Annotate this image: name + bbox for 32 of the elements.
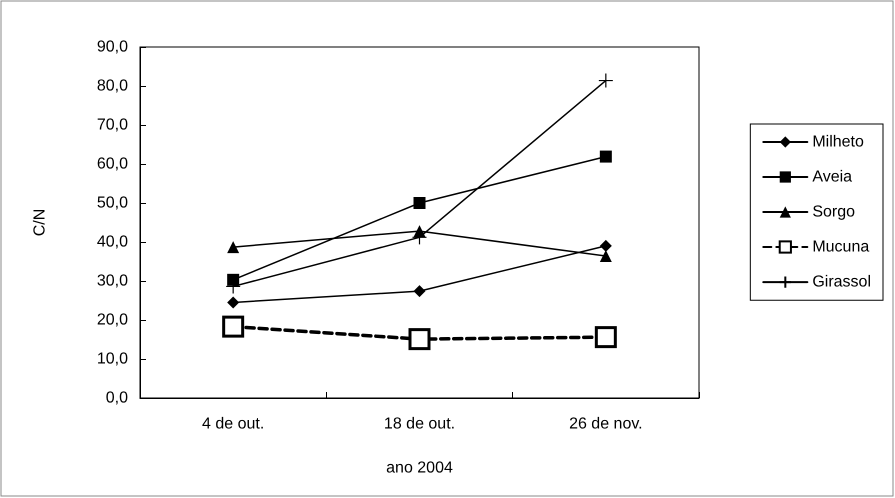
point — [594, 326, 617, 348]
x-tick-label: 18 de out. — [384, 416, 456, 432]
point — [227, 296, 240, 308]
y-axis-title: C/N — [32, 208, 48, 236]
x-tick-label: 26 de nov. — [569, 416, 643, 432]
y-tick-label: 90,0 — [96, 38, 128, 56]
point — [414, 285, 426, 298]
point — [227, 274, 240, 286]
y-tick-label: 70,0 — [96, 116, 128, 134]
point — [227, 241, 240, 254]
legend-label: Mucuna — [812, 238, 870, 256]
point — [598, 72, 614, 88]
point — [600, 150, 612, 163]
legend-label: Aveia — [812, 168, 852, 186]
legend-label: Girassol — [812, 274, 872, 291]
y-tick-label: 30,0 — [96, 272, 128, 290]
y-tick-label: 50,0 — [96, 194, 128, 212]
x-axis-title: ano 2004 — [386, 460, 453, 476]
y-tick-label: 80,0 — [96, 78, 128, 94]
y-tick-label: 60,0 — [96, 156, 128, 172]
y-tick-label: 40,0 — [96, 234, 128, 250]
y-tick-label: 0,0 — [106, 390, 128, 406]
point — [222, 316, 244, 338]
y-tick-label: 10,0 — [96, 350, 128, 368]
legend-label: Milheto — [812, 134, 864, 150]
x-tick-label: 4 de out. — [202, 416, 264, 432]
point — [408, 328, 430, 350]
point — [600, 240, 612, 252]
y-tick-label: 20,0 — [96, 312, 128, 328]
legend-label: Sorgo — [812, 204, 856, 220]
point — [600, 250, 612, 262]
point — [414, 197, 426, 209]
